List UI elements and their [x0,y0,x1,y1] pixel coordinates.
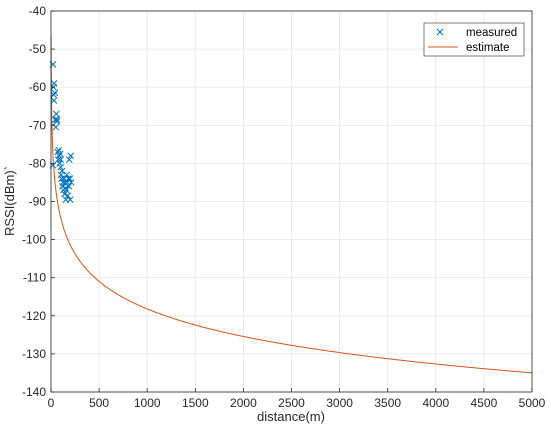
x-ticks: 0 500 1000 1500 2000 2500 3000 3500 4000 4500 5000 [48,388,546,410]
x-tick-label: 5000 [519,396,546,410]
y-tick-label: -40 [29,4,47,18]
measured-point [66,196,74,203]
measured-point [55,146,63,154]
measured-point [67,152,75,160]
y-tick-label: -140 [22,385,46,399]
x-tick-label: 3500 [374,396,401,410]
measured-point [52,110,60,118]
measured-point [66,175,74,182]
x-tick-label: 2000 [230,396,257,410]
estimate-layer [50,34,533,374]
measured-points [49,60,75,203]
measured-point [61,190,68,198]
measured-point [56,160,64,167]
x-axis-label: distance(m) [257,409,325,424]
legend: measured estimate [423,22,525,57]
y-axis-label: RSSI(dBm)` [2,166,17,236]
y-tick-label: -110 [23,271,46,285]
legend-marker-measured [436,28,444,36]
measured-point [57,163,64,171]
x-tick-label: 0 [48,396,55,410]
legend-label-estimate: estimate [466,42,509,54]
measured-point [51,89,59,97]
measured-point [53,118,61,125]
y-tick-label: -100 [22,233,46,247]
measured-point [50,80,58,87]
measured-point [64,175,72,182]
measured-point [63,171,71,179]
measured-point [55,152,63,160]
measured-point [62,184,69,192]
estimate-line [50,34,533,374]
y-tick-label: -130 [22,347,46,361]
legend-label-measured: measured [466,27,517,39]
measured-point [67,179,75,186]
x-tick-label: 4500 [471,396,498,410]
x-tick-label: 3000 [326,396,353,410]
measured-point [58,167,66,175]
measured-point [50,91,58,99]
x-tick-label: 500 [89,396,109,410]
legend-box [423,22,525,57]
x-tick-label: 1000 [134,396,161,410]
measured-point [65,182,73,190]
y-tick-label: -60 [29,80,47,94]
measured-point [53,116,61,123]
x-tick-label: 1500 [182,396,209,410]
measured-point [63,186,70,194]
y-tick-label: -120 [22,309,46,323]
x-tick-label: 2500 [278,396,305,410]
measured-point [56,150,64,158]
measured-point [57,156,64,163]
measured-point [54,156,62,163]
y-tick-label: -80 [29,156,47,170]
x-tick-label: 4000 [422,396,449,410]
measured-point [65,156,73,163]
y-tick-label: -70 [29,118,47,132]
y-ticks: -40 -50 -60 -70 -80 -90 -100 -110 -120 -130 -140 [22,4,55,399]
measured-point [50,97,58,104]
y-tick-label: -50 [29,42,47,56]
y-tick-label: -90 [29,195,47,209]
measured-point [64,192,72,200]
